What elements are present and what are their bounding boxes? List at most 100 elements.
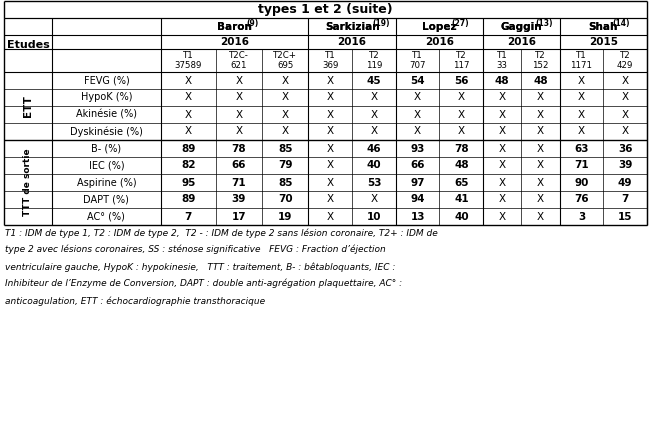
Text: X: X xyxy=(499,195,506,205)
Text: 54: 54 xyxy=(410,75,425,85)
Text: 66: 66 xyxy=(232,160,246,171)
Text: X: X xyxy=(537,144,544,154)
Text: 78: 78 xyxy=(454,144,469,154)
Text: 41: 41 xyxy=(454,195,469,205)
Text: X: X xyxy=(499,160,506,171)
Text: AC° (%): AC° (%) xyxy=(87,211,126,221)
Text: 13: 13 xyxy=(410,211,425,221)
Text: 40: 40 xyxy=(454,211,469,221)
Text: X: X xyxy=(327,144,334,154)
Text: 76: 76 xyxy=(574,195,589,205)
Text: TTT de sortie: TTT de sortie xyxy=(23,149,33,216)
Text: X: X xyxy=(327,75,334,85)
Text: 66: 66 xyxy=(410,160,425,171)
Text: (13): (13) xyxy=(535,19,553,28)
Text: X: X xyxy=(537,195,544,205)
Text: X: X xyxy=(537,160,544,171)
Text: T2C+
695: T2C+ 695 xyxy=(273,51,298,70)
Text: 39: 39 xyxy=(618,160,632,171)
Text: X: X xyxy=(235,75,242,85)
Text: FEVG (%): FEVG (%) xyxy=(83,75,130,85)
Text: 2016: 2016 xyxy=(338,37,367,47)
Text: types 1 et 2 (suite): types 1 et 2 (suite) xyxy=(258,3,393,16)
Text: T1
33: T1 33 xyxy=(497,51,508,70)
Text: X: X xyxy=(537,126,544,136)
Text: X: X xyxy=(235,93,242,102)
Text: X: X xyxy=(327,160,334,171)
Text: 17: 17 xyxy=(232,211,246,221)
Text: X: X xyxy=(458,93,465,102)
Text: T2
429: T2 429 xyxy=(617,51,633,70)
Text: ventriculaire gauche, HypoK : hypokinesie,   TTT : traitement, B- : bêtabloquant: ventriculaire gauche, HypoK : hypokinesi… xyxy=(5,262,395,272)
Text: 65: 65 xyxy=(454,178,469,187)
Text: Lopez: Lopez xyxy=(422,21,457,32)
Text: 89: 89 xyxy=(181,144,195,154)
Text: 95: 95 xyxy=(181,178,195,187)
Text: X: X xyxy=(458,126,465,136)
Text: Sarkizian: Sarkizian xyxy=(325,21,380,32)
Text: X: X xyxy=(537,178,544,187)
Text: X: X xyxy=(622,126,629,136)
Text: 82: 82 xyxy=(181,160,195,171)
Text: X: X xyxy=(282,93,289,102)
Text: X: X xyxy=(327,178,334,187)
Text: 3: 3 xyxy=(578,211,585,221)
Text: ETT: ETT xyxy=(23,95,33,117)
Text: 40: 40 xyxy=(367,160,381,171)
Text: 48: 48 xyxy=(533,75,548,85)
Text: X: X xyxy=(235,109,242,120)
Text: X: X xyxy=(622,75,629,85)
Text: X: X xyxy=(499,144,506,154)
Text: X: X xyxy=(235,126,242,136)
Text: Aspirine (%): Aspirine (%) xyxy=(77,178,136,187)
Text: Gaggin: Gaggin xyxy=(501,21,542,32)
Text: 7: 7 xyxy=(185,211,192,221)
Text: Etudes: Etudes xyxy=(7,40,49,50)
Text: 53: 53 xyxy=(367,178,381,187)
Text: 2016: 2016 xyxy=(220,37,249,47)
Text: 46: 46 xyxy=(367,144,381,154)
Text: T1 : IDM de type 1, T2 : IDM de type 2,  T2 - : IDM de type 2 sans lésion corona: T1 : IDM de type 1, T2 : IDM de type 2, … xyxy=(5,228,437,237)
Text: X: X xyxy=(537,109,544,120)
Text: X: X xyxy=(537,211,544,221)
Text: X: X xyxy=(499,109,506,120)
Text: X: X xyxy=(327,195,334,205)
Text: 89: 89 xyxy=(181,195,195,205)
Text: Inhibiteur de l’Enzyme de Conversion, DAPT : double anti-agrégation plaquettaire: Inhibiteur de l’Enzyme de Conversion, DA… xyxy=(5,279,402,288)
Text: T2
119: T2 119 xyxy=(366,51,382,70)
Text: X: X xyxy=(282,75,289,85)
Text: T1
1171: T1 1171 xyxy=(570,51,592,70)
Text: Akinésie (%): Akinésie (%) xyxy=(76,109,137,120)
Text: Shah: Shah xyxy=(589,21,618,32)
Text: 63: 63 xyxy=(574,144,589,154)
Text: 10: 10 xyxy=(367,211,381,221)
Text: 79: 79 xyxy=(278,160,292,171)
Text: X: X xyxy=(414,109,421,120)
Text: 56: 56 xyxy=(454,75,469,85)
Text: X: X xyxy=(370,93,378,102)
Text: X: X xyxy=(499,93,506,102)
Text: 90: 90 xyxy=(574,178,589,187)
Text: IEC (%): IEC (%) xyxy=(89,160,124,171)
Text: 71: 71 xyxy=(574,160,589,171)
Text: Sarkizian: Sarkizian xyxy=(325,21,380,32)
Text: 48: 48 xyxy=(495,75,510,85)
Text: 2015: 2015 xyxy=(589,37,618,47)
Text: X: X xyxy=(537,93,544,102)
Text: 36: 36 xyxy=(618,144,632,154)
Text: X: X xyxy=(327,126,334,136)
Text: 49: 49 xyxy=(618,178,632,187)
Text: T2
117: T2 117 xyxy=(453,51,469,70)
Text: (9): (9) xyxy=(246,19,258,28)
Text: 85: 85 xyxy=(278,178,292,187)
Text: X: X xyxy=(499,126,506,136)
Text: X: X xyxy=(414,126,421,136)
Text: X: X xyxy=(370,126,378,136)
Text: X: X xyxy=(578,75,585,85)
Text: Baron: Baron xyxy=(217,21,252,32)
Text: DAPT (%): DAPT (%) xyxy=(83,195,130,205)
Text: Baron: Baron xyxy=(217,21,252,32)
Text: B- (%): B- (%) xyxy=(91,144,122,154)
Text: 78: 78 xyxy=(232,144,246,154)
Text: X: X xyxy=(622,109,629,120)
